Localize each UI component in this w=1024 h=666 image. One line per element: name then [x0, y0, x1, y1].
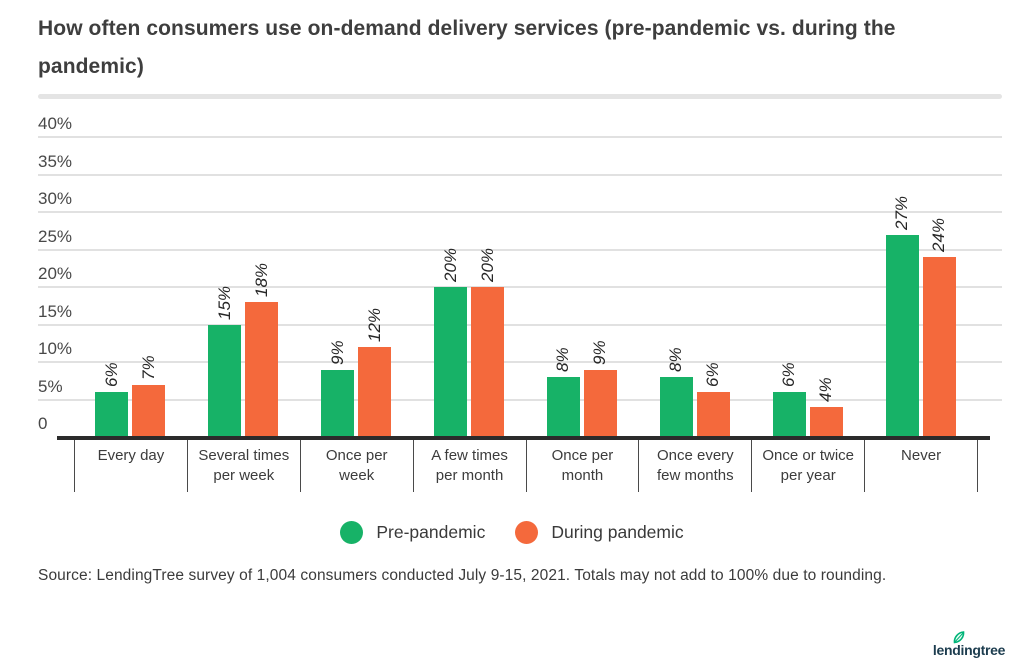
bar-value-label: 20%	[440, 247, 460, 282]
category-label: Once or twice per year	[752, 440, 866, 492]
legend-item-during-pandemic: During pandemic	[515, 521, 684, 544]
lendingtree-logo: lendingtree	[930, 631, 1008, 660]
y-axis-tick-label: 20%	[38, 264, 73, 283]
bar-pre-pandemic	[546, 377, 580, 439]
chart-legend: Pre-pandemic During pandemic	[0, 521, 1024, 544]
chart-title: How often consumers use on-demand delive…	[38, 17, 896, 78]
gridline-40	[38, 136, 1002, 138]
gridline-30	[38, 211, 1002, 213]
pre-pandemic-dot-icon	[340, 521, 364, 544]
bar-pre-pandemic	[772, 392, 806, 439]
bar-during-pandemic	[358, 347, 392, 439]
leaf-icon	[953, 631, 965, 644]
category-label: Several times per week	[188, 440, 301, 492]
title-divider	[38, 94, 1002, 99]
bar-value-label: 8%	[553, 347, 573, 372]
bar-pre-pandemic	[434, 287, 468, 439]
bar-during-pandemic	[809, 407, 843, 439]
legend-label: During pandemic	[551, 522, 684, 542]
x-axis-line	[57, 436, 990, 440]
bar-during-pandemic	[583, 369, 617, 439]
bar-value-label: 6%	[101, 362, 121, 387]
y-axis-tick-label: 5%	[38, 376, 63, 396]
bar-pre-pandemic	[659, 377, 693, 439]
bar-during-pandemic	[132, 384, 166, 439]
bar-pre-pandemic	[95, 392, 129, 439]
x-axis-category-row: Every day Several times per week Once per …	[74, 440, 978, 492]
category-label: Once per week	[301, 440, 414, 492]
legend-item-pre-pandemic: Pre-pandemic	[340, 521, 485, 544]
bar-value-label: 15%	[214, 285, 234, 320]
gridline-25	[38, 248, 1002, 251]
logo-wordmark: lendingtree	[932, 642, 1006, 658]
bar-value-label: 9%	[590, 339, 610, 365]
y-axis-tick-label: 10%	[38, 339, 73, 358]
bar-value-label: 12%	[364, 307, 384, 342]
gridline-5	[38, 398, 1002, 401]
y-axis-tick-label: 40%	[38, 114, 73, 133]
category-label: Once per month	[527, 440, 640, 492]
during-pandemic-dot-icon	[515, 521, 539, 544]
bar-during-pandemic	[922, 257, 956, 439]
y-axis-tick-label: 30%	[38, 189, 73, 208]
y-axis-tick-label: 0	[38, 414, 48, 433]
bar-value-label: 6%	[779, 362, 799, 387]
bar-value-label: 6%	[703, 362, 723, 387]
bar-value-label: 27%	[892, 195, 912, 230]
bar-during-pandemic	[696, 392, 730, 439]
bar-value-label: 7%	[138, 354, 158, 380]
y-axis-tick-label: 35%	[38, 151, 73, 171]
bar-value-label: 8%	[666, 347, 686, 372]
category-label: Once every few months	[639, 440, 753, 492]
bar-pre-pandemic	[208, 324, 242, 439]
bar-during-pandemic	[471, 287, 505, 439]
bar-pre-pandemic	[885, 234, 919, 439]
bar-value-label: 9%	[327, 339, 347, 365]
category-label: Every day	[75, 440, 188, 492]
bar-value-label: 24%	[929, 217, 949, 252]
bar-value-label: 18%	[251, 262, 271, 297]
gridline-10	[38, 361, 1002, 363]
category-label: A few times per month	[414, 440, 527, 492]
gridline-35	[38, 173, 1002, 176]
gridline-20	[38, 286, 1002, 288]
bar-during-pandemic	[245, 302, 279, 439]
legend-label: Pre-pandemic	[376, 522, 486, 542]
bar-value-label: 20%	[477, 247, 497, 282]
source-note: Source: LendingTree survey of 1,004 cons…	[38, 567, 887, 584]
y-axis-tick-label: 25%	[38, 226, 73, 246]
y-axis-tick-label: 15%	[38, 301, 73, 321]
gridline-15	[38, 323, 1002, 326]
category-label: Never	[865, 440, 978, 492]
bar-value-label: 4%	[816, 377, 836, 402]
bar-pre-pandemic	[321, 369, 355, 439]
